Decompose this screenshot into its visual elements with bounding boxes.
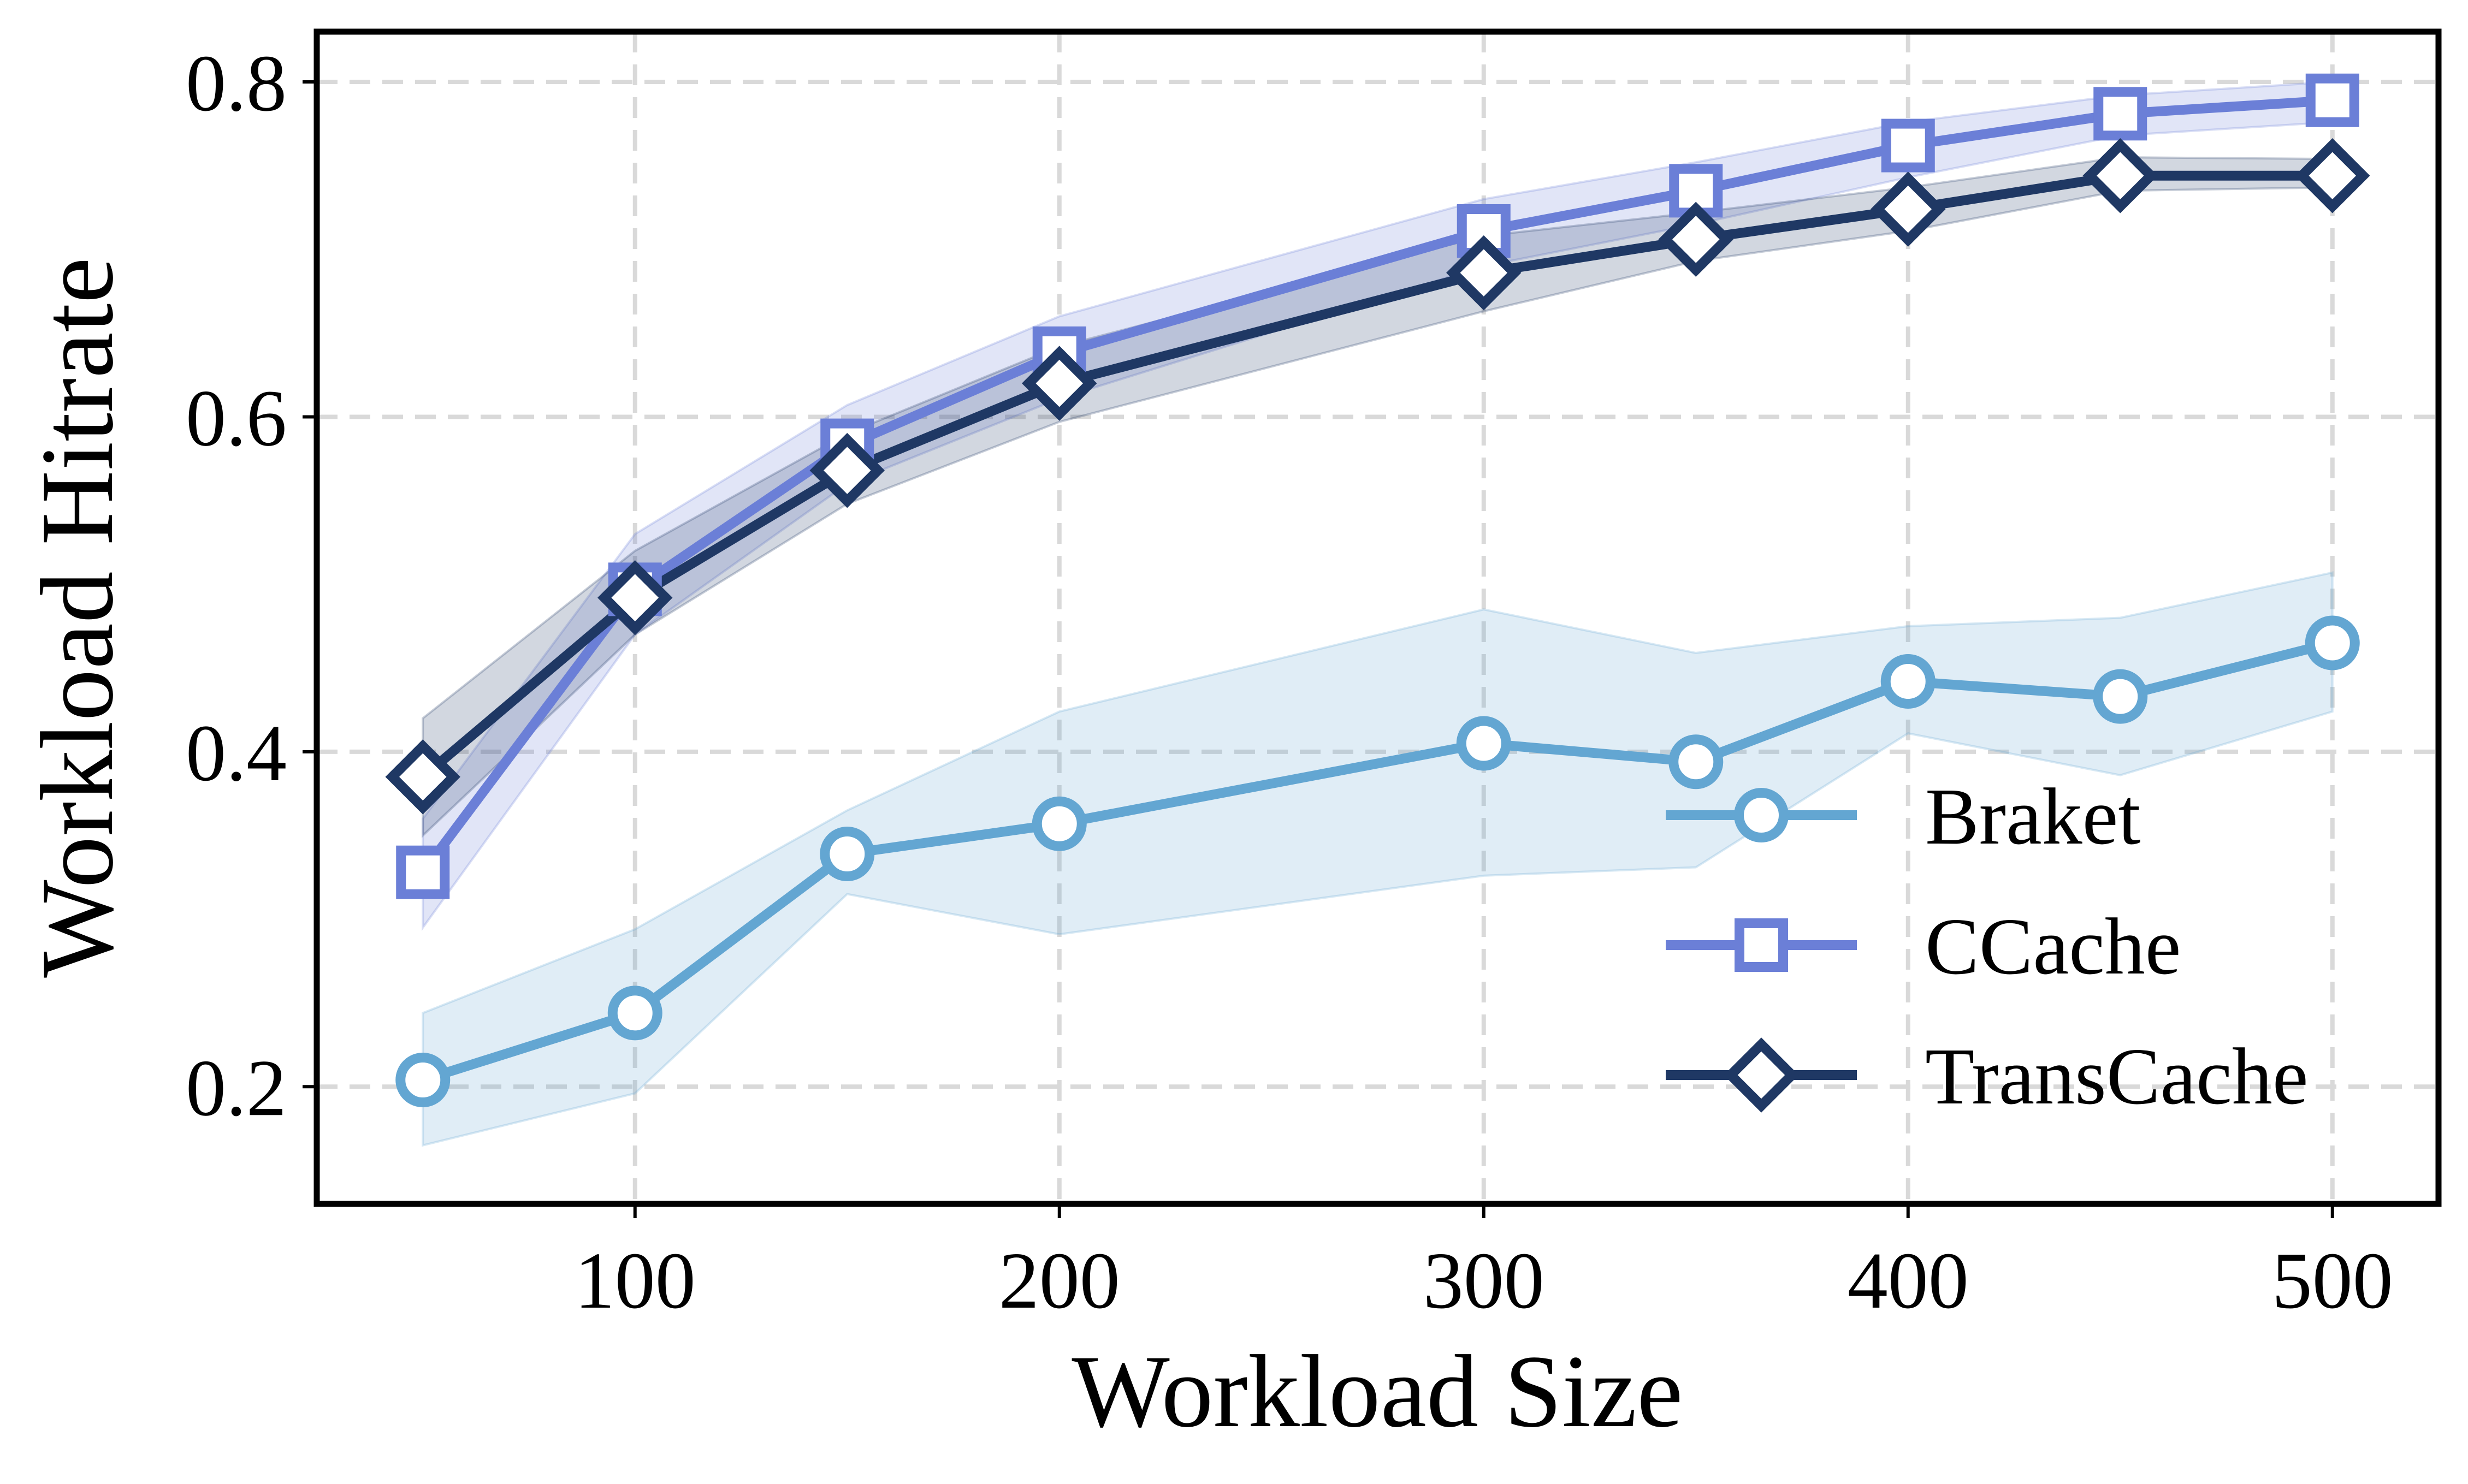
plot-area-frame [313,28,2442,1207]
legend-braket-label: Braket [1925,772,2141,862]
y-axis-label: Workload Hitrate [20,257,135,978]
ccache-point [1881,118,1935,173]
ccache-point [2093,87,2147,141]
transcache-point [1446,235,1522,311]
transcache-point [385,739,460,815]
braket-point [1456,716,1511,771]
braket-point [2093,669,2148,724]
grid [317,32,2439,1204]
braket-point [2305,615,2360,670]
legend-transcache-marker [1724,1037,1799,1113]
legend-ccache-marker [1735,918,1788,972]
legend-braket-marker [1734,788,1789,842]
y-tick-label: 0.2 [186,1043,287,1133]
x-axis-label: Workload Size [1072,1334,1683,1449]
braket-point [1668,734,1724,790]
x-tick-label: 300 [1423,1236,1544,1326]
transcache-point [809,432,885,508]
y-tick-label: 0.6 [186,373,287,463]
y-tick-label: 0.8 [186,39,287,128]
ccache-point [396,845,450,899]
transcache-point [1871,171,1946,247]
series-markers [385,73,2370,1108]
x-tick-label: 400 [1848,1236,1969,1326]
braket-point [395,1053,451,1108]
transcache-point [2082,138,2158,213]
ccache-point [2305,73,2359,127]
x-tick-label: 100 [575,1236,696,1326]
braket-point [820,826,875,881]
transcache-point [597,560,673,636]
x-tick-label: 500 [2272,1236,2393,1326]
axis-ticks: 100 200 300 400 500 0.2 0.4 0.6 0.8 [186,39,2393,1326]
braket-confidence-band [422,571,2334,1147]
transcache-point [1658,201,1733,277]
transcache-point [1022,346,1097,421]
legend-ccache-label: CCache [1925,902,2181,992]
legend-transcache-label: TransCache [1925,1032,2309,1121]
braket-point [607,986,662,1041]
braket-point [1032,796,1087,851]
braket-point [1880,654,1936,709]
legend: Braket CCache TransCache [1666,772,2309,1121]
transcache-point [2295,138,2370,213]
x-tick-label: 200 [999,1236,1120,1326]
y-tick-label: 0.4 [186,709,287,798]
